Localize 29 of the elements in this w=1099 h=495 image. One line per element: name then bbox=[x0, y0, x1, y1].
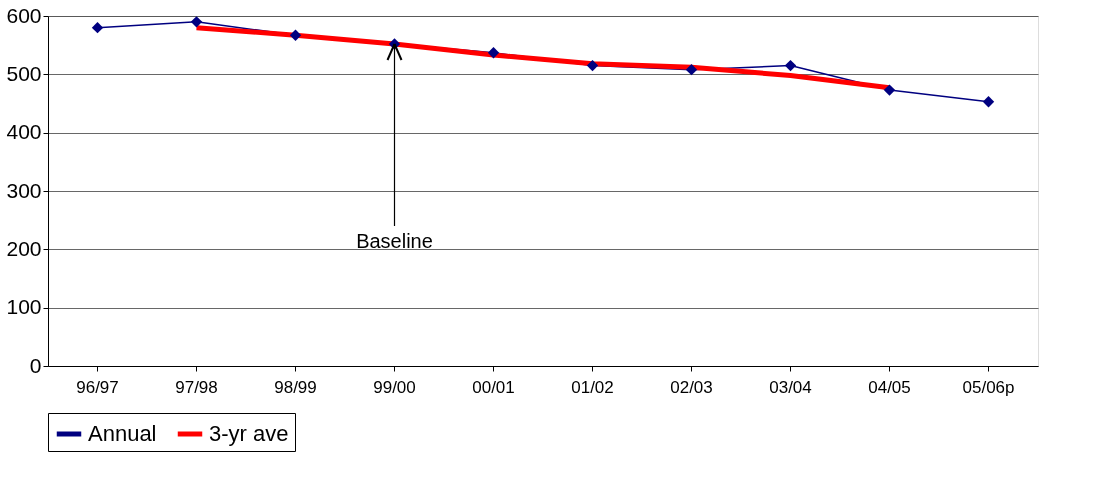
x-tick-label: 02/03 bbox=[670, 377, 713, 397]
x-tick-label: 98/99 bbox=[274, 377, 317, 397]
legend-label: Annual bbox=[88, 421, 157, 446]
y-tick-label: 100 bbox=[6, 295, 42, 319]
point bbox=[586, 59, 599, 72]
y-tick-label: 600 bbox=[6, 3, 42, 27]
x-tick-label: 04/05 bbox=[868, 377, 911, 397]
point bbox=[883, 84, 896, 96]
x-tick-label: 96/97 bbox=[76, 377, 119, 397]
y-tick-label: 300 bbox=[6, 178, 42, 202]
y-tick-label: 400 bbox=[6, 120, 42, 144]
point bbox=[685, 63, 698, 76]
point bbox=[190, 16, 203, 28]
y-tick-label: 0 bbox=[29, 353, 42, 377]
legend-label: 3-yr ave bbox=[209, 421, 289, 446]
x-tick-label: 97/98 bbox=[175, 377, 218, 397]
x-tick-label: 01/02 bbox=[571, 377, 614, 397]
x-tick-label: 05/06p bbox=[962, 377, 1015, 397]
x-tick-label: 00/01 bbox=[472, 377, 515, 397]
point bbox=[982, 96, 995, 108]
point bbox=[91, 21, 104, 34]
point bbox=[487, 47, 500, 59]
x-tick-label: 03/04 bbox=[769, 377, 812, 397]
x-tick-label: 99/00 bbox=[373, 377, 416, 397]
point bbox=[289, 29, 302, 41]
point bbox=[784, 59, 797, 72]
annotation: Baseline bbox=[356, 230, 433, 252]
y-tick-label: 500 bbox=[6, 61, 42, 85]
y-tick-label: 200 bbox=[6, 236, 42, 260]
